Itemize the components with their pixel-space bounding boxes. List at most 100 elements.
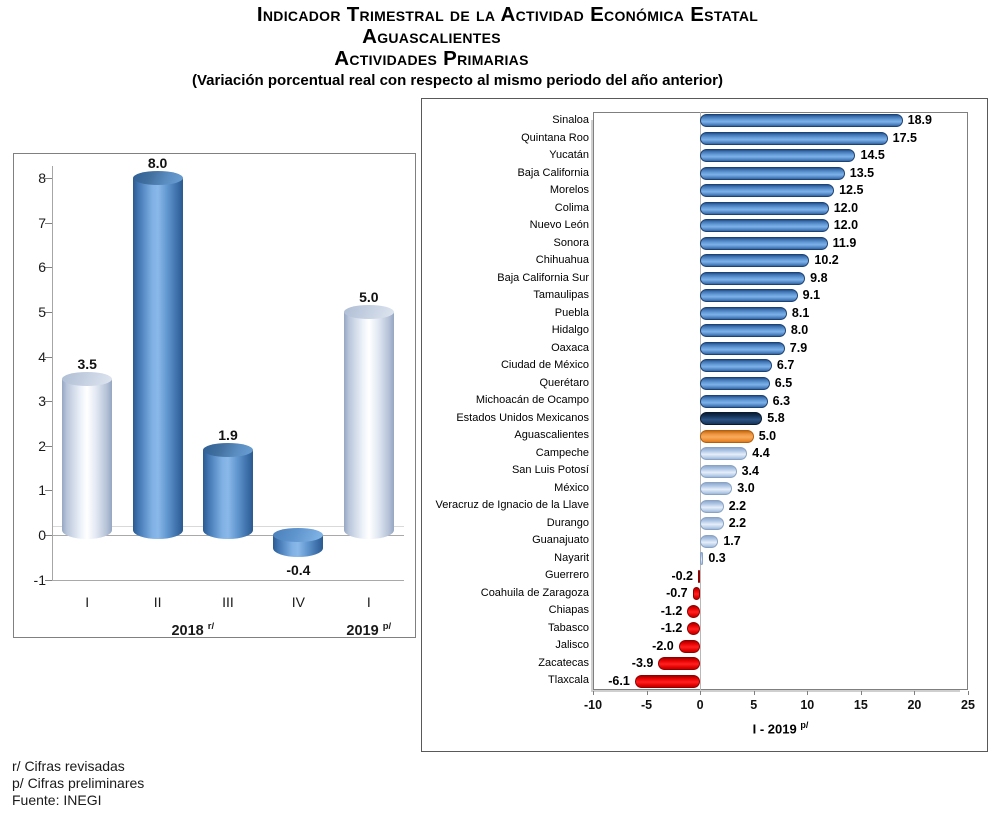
state-label: Chihuahua	[535, 254, 589, 267]
footnote-revised: r/ Cifras revisadas	[12, 758, 125, 774]
footnotes: r/ Cifras revisadas p/ Cifras preliminar…	[12, 758, 144, 809]
y-tick-label: 3	[38, 393, 46, 410]
y-tick-mark	[45, 178, 52, 180]
state-bar	[700, 306, 787, 320]
x-tick-mark	[807, 691, 809, 695]
cylinder-top-cap	[273, 528, 324, 542]
y-tick-mark	[45, 222, 52, 224]
state-label: Tlaxcala	[548, 674, 589, 687]
state-label: México	[554, 481, 589, 494]
x-tick-mark	[753, 691, 755, 695]
bottom-line	[52, 579, 404, 581]
state-label: Hidalgo	[551, 324, 589, 337]
bar-value-label: 12.0	[833, 218, 859, 233]
state-bar	[700, 464, 737, 478]
bar-value-label: 12.5	[839, 183, 864, 198]
bar-value-label: 13.5	[849, 165, 875, 180]
state-bar	[634, 674, 701, 688]
state-bar	[700, 429, 754, 443]
bar-value-label: 8.0	[790, 323, 809, 338]
x-tick-label: -5	[641, 698, 653, 712]
state-bar	[700, 184, 835, 198]
x-tick-mark	[968, 691, 969, 695]
bar-value-label: 0.3	[708, 551, 726, 566]
bar-value-label: -6.1	[608, 673, 630, 688]
footnote-preliminary: p/ Cifras preliminares	[12, 775, 145, 791]
state-bar	[700, 447, 748, 461]
state-bar	[700, 499, 724, 513]
state-label: Yucatán	[549, 149, 589, 162]
state-bar	[687, 604, 701, 618]
cylinder-bar	[343, 312, 394, 539]
bar-value-label: 8.1	[791, 305, 810, 320]
state-bar	[700, 131, 888, 145]
bar-value-label: 9.8	[810, 270, 828, 285]
x-tick-label: 0	[696, 698, 704, 712]
bar-value-label: 14.5	[860, 148, 885, 163]
bar-value-label: 2.2	[728, 498, 747, 513]
state-bar	[678, 639, 701, 653]
state-label: Tamaulipas	[533, 289, 589, 302]
x-tick-mark	[646, 691, 648, 695]
y-tick-label: 6	[38, 259, 46, 276]
state-label: Coahuila de Zaragoza	[480, 586, 589, 599]
state-label: Nuevo León	[529, 219, 589, 232]
state-bar	[687, 622, 701, 636]
y-tick-mark	[45, 267, 52, 269]
state-label: Baja California Sur	[497, 271, 589, 284]
state-label: Quintana Roo	[521, 131, 589, 144]
state-label: Morelos	[549, 184, 589, 197]
state-label: Estados Unidos Mexicanos	[456, 411, 589, 424]
y-tick-mark	[45, 535, 52, 536]
bar-value-label: 1.9	[218, 427, 238, 444]
page-title-line-3: Actividades Primarias	[334, 47, 529, 70]
state-label: Baja California	[517, 166, 589, 179]
y-tick-mark	[45, 490, 52, 492]
state-label: Nayarit	[554, 551, 589, 564]
y-axis-line	[52, 166, 53, 580]
state-label: Colima	[554, 201, 589, 214]
state-bar	[700, 394, 768, 408]
y-tick-mark	[45, 356, 52, 358]
state-bar	[700, 412, 763, 425]
state-bar	[700, 517, 724, 531]
x-category-label: III	[222, 593, 234, 610]
y-tick-mark	[45, 445, 52, 447]
y-tick-label: 5	[38, 304, 46, 320]
page-title-line-1: Indicador Trimestral de la Actividad Eco…	[256, 3, 759, 26]
state-bar	[700, 341, 785, 355]
y-tick-mark	[45, 401, 52, 403]
state-label: Guanajuato	[532, 534, 589, 547]
bar-value-label: 8.0	[147, 155, 168, 172]
state-label: Zacatecas	[538, 656, 589, 669]
state-bar	[700, 114, 903, 128]
y-tick-label: 1	[38, 482, 46, 499]
bar-value-label: 9.1	[802, 288, 821, 303]
bar-value-label: -0.4	[286, 561, 311, 578]
bar-value-label: 2.2	[728, 516, 747, 531]
bar-value-label: -0.7	[666, 586, 688, 601]
year-group-label: 2019 p/	[346, 620, 392, 639]
bar-value-label: -1.2	[660, 603, 683, 618]
cylinder-top-cap	[203, 443, 253, 458]
state-label: Veracruz de Ignacio de la Llave	[435, 499, 590, 512]
cylinder-bar	[132, 178, 183, 539]
page-title-line-2: Aguascalientes	[362, 25, 501, 48]
cylinder-bar	[203, 450, 253, 539]
state-bar	[700, 534, 719, 548]
states-horizontal-bar-chart: Sinaloa 18.9 Quintana Roo 17.5 Yucatán 14.5 Ba…	[421, 98, 988, 752]
cylinder-top-cap	[343, 305, 394, 319]
x-category-label: II	[153, 593, 162, 610]
state-bar	[698, 569, 701, 583]
bar-value-label: 3.5	[77, 355, 97, 372]
x-tick-label: 5	[750, 698, 758, 712]
state-bar	[700, 324, 786, 338]
cylinder-bar	[62, 378, 113, 539]
state-label: Oaxaca	[551, 341, 589, 354]
state-bar	[700, 271, 806, 285]
state-label: Sonora	[553, 236, 589, 249]
state-bar	[700, 254, 810, 268]
bar-value-label: 11.9	[832, 235, 857, 250]
footnote-source: Fuente: INEGI	[12, 792, 102, 808]
